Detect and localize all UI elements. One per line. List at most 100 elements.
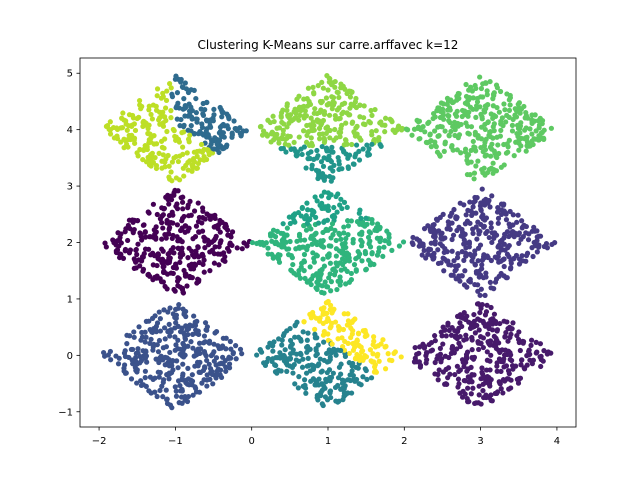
data-point	[281, 239, 288, 245]
data-point	[233, 343, 239, 349]
data-point	[322, 138, 328, 144]
data-point	[157, 109, 163, 115]
data-point	[302, 108, 308, 114]
data-point	[297, 112, 303, 118]
data-point	[321, 357, 327, 363]
data-point	[362, 251, 369, 257]
data-point	[187, 111, 193, 117]
data-point	[513, 252, 520, 259]
data-point	[181, 342, 187, 348]
data-point	[307, 155, 313, 162]
data-point	[286, 214, 292, 220]
data-point	[334, 209, 340, 215]
data-point	[356, 135, 363, 141]
data-point	[484, 349, 490, 355]
data-point	[132, 257, 138, 263]
data-point	[326, 243, 332, 249]
data-point	[187, 198, 193, 204]
data-point	[196, 389, 203, 395]
y-tick-label: 2	[67, 238, 73, 249]
data-point	[193, 110, 199, 116]
data-point	[330, 175, 336, 181]
data-point	[321, 290, 327, 296]
data-point	[477, 309, 483, 316]
data-point	[331, 266, 337, 272]
data-point	[484, 170, 491, 176]
data-point	[509, 122, 516, 128]
data-point	[186, 245, 192, 251]
data-point	[202, 245, 208, 251]
data-point	[287, 363, 293, 369]
data-point	[319, 283, 325, 289]
data-point	[357, 102, 363, 108]
data-point	[502, 209, 508, 215]
data-point	[353, 151, 359, 157]
data-point	[470, 385, 476, 391]
data-point	[151, 341, 157, 347]
data-point	[492, 343, 499, 349]
data-point	[179, 388, 185, 394]
data-point	[181, 173, 187, 179]
data-point	[354, 337, 360, 343]
data-point	[534, 249, 540, 255]
data-point	[469, 347, 475, 353]
data-point	[213, 375, 219, 381]
data-point	[294, 153, 300, 159]
data-point	[363, 267, 369, 273]
data-point	[219, 123, 225, 129]
data-point	[168, 169, 174, 175]
data-point	[471, 176, 477, 182]
data-point	[484, 377, 490, 383]
data-point	[189, 261, 195, 267]
data-point	[176, 400, 182, 406]
data-point	[197, 369, 204, 375]
data-point	[337, 274, 343, 280]
data-point	[491, 311, 498, 317]
data-point	[165, 152, 171, 159]
data-point	[370, 351, 376, 357]
data-point	[389, 119, 395, 125]
data-point	[278, 113, 284, 119]
data-point	[139, 103, 145, 110]
data-point	[417, 135, 423, 142]
data-point	[322, 385, 328, 391]
data-point	[490, 316, 496, 322]
data-point	[285, 252, 292, 258]
data-point	[384, 228, 390, 234]
data-point	[180, 353, 186, 359]
data-point	[468, 320, 474, 327]
data-point	[199, 251, 206, 257]
data-point	[160, 225, 166, 231]
data-point	[510, 222, 516, 228]
data-point	[368, 375, 375, 381]
data-point	[147, 340, 153, 347]
data-point	[192, 384, 198, 390]
data-point	[210, 351, 216, 357]
data-point	[338, 85, 344, 91]
data-point	[138, 378, 144, 384]
data-point	[159, 246, 165, 252]
data-point	[327, 271, 333, 277]
data-point	[203, 327, 209, 333]
data-point	[182, 397, 188, 403]
data-point	[309, 142, 316, 149]
data-point	[226, 248, 232, 254]
data-point	[519, 357, 525, 363]
data-point	[280, 145, 287, 152]
data-point	[479, 365, 485, 371]
data-point	[456, 91, 462, 97]
data-point	[201, 234, 207, 240]
data-point	[148, 390, 154, 396]
data-point	[442, 128, 448, 134]
data-point	[308, 135, 314, 141]
data-point	[149, 315, 156, 321]
data-point	[140, 266, 147, 272]
data-point	[234, 127, 240, 133]
data-point	[134, 380, 140, 386]
data-point	[196, 148, 203, 154]
data-point	[305, 85, 312, 91]
data-point	[161, 268, 167, 274]
data-point	[284, 107, 290, 113]
data-point	[126, 250, 133, 256]
data-point	[412, 344, 418, 351]
